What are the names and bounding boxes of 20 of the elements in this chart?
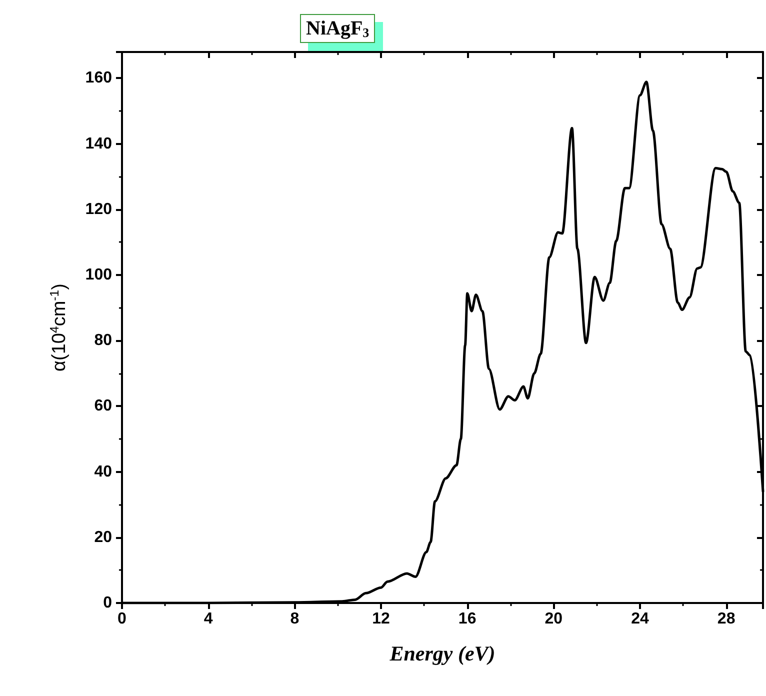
x-tick-label: 4 [204, 610, 213, 628]
y-axis-title: α(104cm-1) [48, 284, 70, 372]
y-tick-label: 160 [85, 70, 112, 87]
x-tick-label: 28 [717, 610, 736, 628]
x-tick-label: 0 [118, 610, 127, 628]
x-tick-label: 8 [290, 610, 300, 628]
x-tick-label: 24 [631, 610, 649, 628]
chart-title: NiAgF3 [306, 18, 370, 40]
y-tick-label: 100 [85, 266, 112, 284]
y-tick-label: 40 [94, 463, 112, 480]
y-tick-label: 140 [85, 135, 112, 152]
y-tick-label: 120 [85, 200, 112, 218]
x-tick-label: 12 [372, 610, 390, 628]
x-tick-label: 16 [458, 610, 476, 628]
y-tick-label: 20 [94, 528, 112, 546]
y-tick-label: 0 [103, 594, 112, 612]
y-tick-label: 60 [94, 398, 112, 415]
y-tick-label: 80 [94, 332, 112, 350]
x-axis-title: Energy (eV) [388, 642, 496, 666]
x-tick-label: 20 [544, 610, 563, 628]
